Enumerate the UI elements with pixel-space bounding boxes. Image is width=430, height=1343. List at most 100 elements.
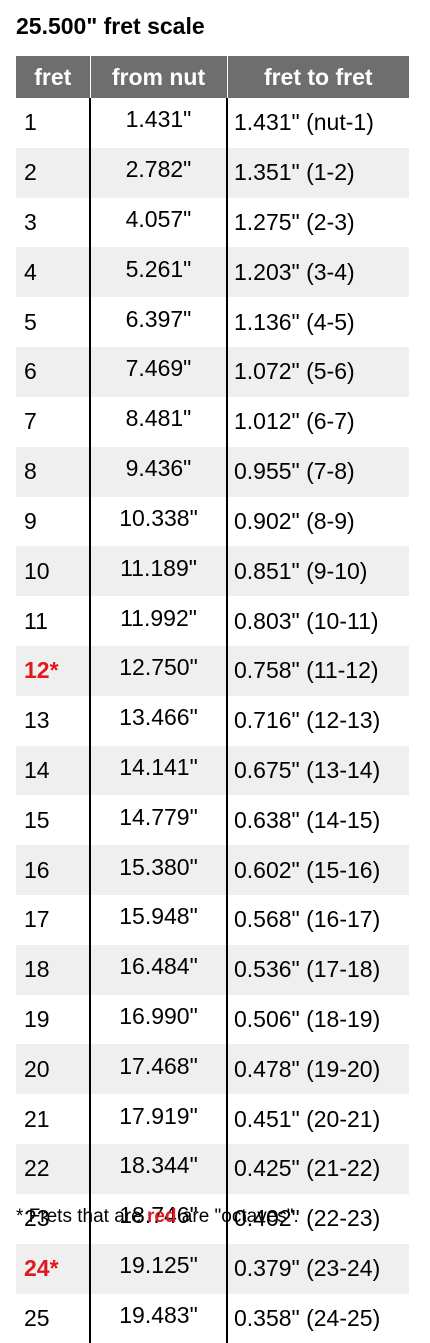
cell-from-nut: 9.436" xyxy=(90,447,227,497)
cell-fret: 25 xyxy=(16,1294,90,1343)
cell-from-nut: 8.481" xyxy=(90,397,227,447)
cell-fret-to-fret: 0.758" (11-12) xyxy=(227,646,409,696)
cell-from-nut: 11.992" xyxy=(90,596,227,646)
cell-from-nut: 10.338" xyxy=(90,497,227,547)
cell-fret-to-fret: 0.536" (17-18) xyxy=(227,945,409,995)
cell-fret-to-fret: 1.072" (5-6) xyxy=(227,347,409,397)
column-header-fret-to-fret: fret to fret xyxy=(227,56,409,98)
table-row: 12*12.750"0.758" (11-12) xyxy=(16,646,409,696)
cell-fret: 5 xyxy=(16,297,90,347)
cell-from-nut: 17.919" xyxy=(90,1094,227,1144)
cell-fret: 11 xyxy=(16,596,90,646)
cell-fret-to-fret: 0.955" (7-8) xyxy=(227,447,409,497)
cell-fret-to-fret: 0.506" (18-19) xyxy=(227,995,409,1045)
column-header-from-nut: from nut xyxy=(90,56,227,98)
cell-from-nut: 14.779" xyxy=(90,795,227,845)
cell-fret-to-fret: 0.675" (13-14) xyxy=(227,746,409,796)
cell-fret-to-fret: 1.275" (2-3) xyxy=(227,198,409,248)
cell-fret-to-fret: 1.012" (6-7) xyxy=(227,397,409,447)
cell-fret-to-fret: 0.451" (20-21) xyxy=(227,1094,409,1144)
cell-fret-to-fret: 0.803" (10-11) xyxy=(227,596,409,646)
cell-fret-to-fret: 0.602" (15-16) xyxy=(227,845,409,895)
cell-fret: 22 xyxy=(16,1144,90,1194)
column-header-fret: fret xyxy=(16,56,90,98)
table-header-row: fret from nut fret to fret xyxy=(16,56,409,98)
cell-fret-to-fret: 0.425" (21-22) xyxy=(227,1144,409,1194)
cell-from-nut: 7.469" xyxy=(90,347,227,397)
cell-fret-to-fret: 0.638" (14-15) xyxy=(227,795,409,845)
cell-from-nut: 12.750" xyxy=(90,646,227,696)
cell-fret-to-fret: 1.136" (4-5) xyxy=(227,297,409,347)
footnote-prefix: * Frets that are xyxy=(16,1206,147,1227)
cell-fret-to-fret: 0.358" (24-25) xyxy=(227,1294,409,1343)
cell-fret-to-fret: 0.716" (12-13) xyxy=(227,696,409,746)
cell-from-nut: 19.125" xyxy=(90,1244,227,1294)
cell-from-nut: 6.397" xyxy=(90,297,227,347)
cell-fret: 17 xyxy=(16,895,90,945)
footnote-highlight: red xyxy=(147,1206,177,1227)
cell-fret-to-fret: 1.431" (nut-1) xyxy=(227,98,409,148)
cell-from-nut: 18.344" xyxy=(90,1144,227,1194)
cell-from-nut: 19.483" xyxy=(90,1294,227,1343)
cell-from-nut: 16.990" xyxy=(90,995,227,1045)
cell-fret: 20 xyxy=(16,1044,90,1094)
cell-fret: 10 xyxy=(16,546,90,596)
cell-fret: 7 xyxy=(16,397,90,447)
cell-fret: 21 xyxy=(16,1094,90,1144)
cell-fret: 2 xyxy=(16,148,90,198)
cell-fret-octave: 24* xyxy=(16,1244,90,1294)
cell-from-nut: 15.948" xyxy=(90,895,227,945)
cell-fret: 1 xyxy=(16,98,90,148)
cell-fret: 16 xyxy=(16,845,90,895)
table-row: 24*19.125"0.379" (23-24) xyxy=(16,1244,409,1294)
cell-fret: 15 xyxy=(16,795,90,845)
footnote-suffix: are "octaves". xyxy=(177,1206,299,1227)
page-title: 25.500" fret scale xyxy=(16,12,205,40)
cell-from-nut: 15.380" xyxy=(90,845,227,895)
cell-from-nut: 17.468" xyxy=(90,1044,227,1094)
cell-fret-to-fret: 0.851" (9-10) xyxy=(227,546,409,596)
cell-fret-to-fret: 0.902" (8-9) xyxy=(227,497,409,547)
cell-fret: 13 xyxy=(16,696,90,746)
cell-from-nut: 16.484" xyxy=(90,945,227,995)
cell-fret: 9 xyxy=(16,497,90,547)
cell-fret: 19 xyxy=(16,995,90,1045)
cell-from-nut: 13.466" xyxy=(90,696,227,746)
cell-from-nut: 11.189" xyxy=(90,546,227,596)
cell-fret-octave: 12* xyxy=(16,646,90,696)
cell-fret: 3 xyxy=(16,198,90,248)
cell-fret: 4 xyxy=(16,247,90,297)
cell-fret-to-fret: 1.351" (1-2) xyxy=(227,148,409,198)
cell-fret: 14 xyxy=(16,746,90,796)
cell-from-nut: 14.141" xyxy=(90,746,227,796)
footnote: * Frets that are red are "octaves". xyxy=(16,1205,299,1229)
cell-fret-to-fret: 0.568" (16-17) xyxy=(227,895,409,945)
cell-from-nut: 1.431" xyxy=(90,98,227,148)
cell-fret: 6 xyxy=(16,347,90,397)
cell-fret-to-fret: 0.379" (23-24) xyxy=(227,1244,409,1294)
cell-from-nut: 2.782" xyxy=(90,148,227,198)
cell-fret: 8 xyxy=(16,447,90,497)
